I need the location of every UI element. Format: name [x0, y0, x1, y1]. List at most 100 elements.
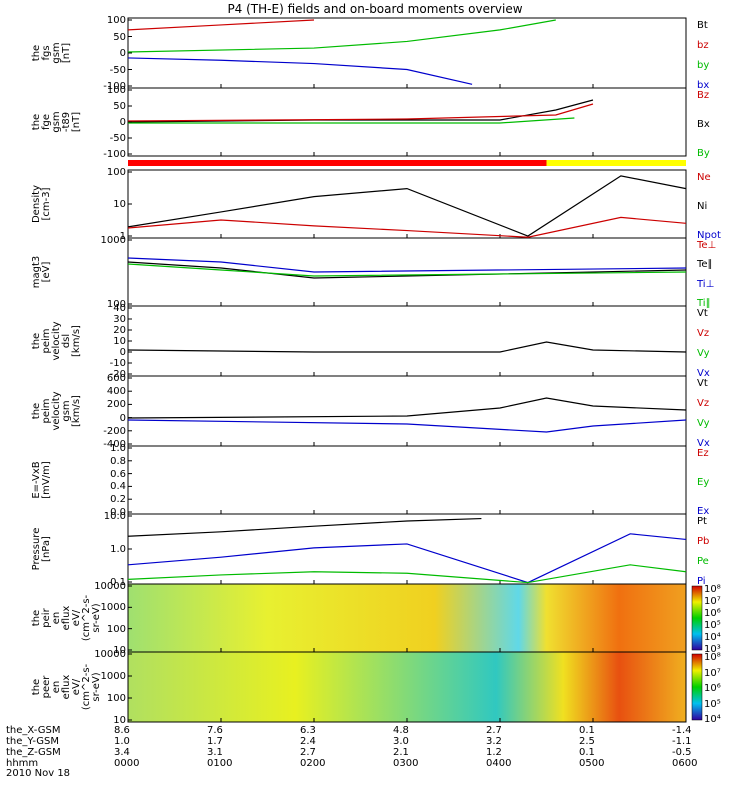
colorbar-label: 10⁴ — [704, 632, 721, 643]
bottom-axis-value: 8.6 — [114, 725, 130, 736]
y-tick-label: 50 — [113, 31, 126, 43]
trace-vel-gsm-vt — [127, 397, 687, 419]
trace-fgs-bz — [127, 19, 315, 31]
mode-bar-fast — [546, 160, 686, 166]
y-axis-label: the peir en eflux eV/ (cm^2-s- sr-eV) — [31, 594, 102, 642]
y-tick-label: 0 — [119, 412, 126, 424]
legend-entry: By — [697, 148, 710, 159]
y-tick-label: 400 — [106, 386, 126, 398]
legend-entry: by — [697, 60, 710, 71]
trace-pressure-pe — [127, 564, 687, 584]
colorbar-label: 10⁷ — [704, 596, 721, 607]
bottom-axis-value: 2.5 — [579, 736, 595, 747]
bottom-axis-value: 1.2 — [486, 747, 502, 758]
bottom-axis-value: 3.0 — [393, 736, 409, 747]
bottom-axis-value: 0500 — [579, 758, 605, 769]
y-tick-label: 100 — [106, 693, 126, 704]
ion-spectrogram-panel-fill — [128, 584, 686, 652]
y-tick-label: 100 — [106, 15, 126, 26]
bottom-axis-value: 0400 — [486, 758, 512, 769]
trace-fge-bz — [127, 103, 594, 122]
legend-entry: Vt — [697, 378, 708, 389]
legend-entry: Te⊥ — [697, 240, 717, 251]
colorbar-label: 10⁵ — [704, 620, 721, 631]
legend-entry: Vy — [697, 418, 710, 429]
bottom-axis-value: 0100 — [207, 758, 233, 769]
bottom-axis-value: -0.5 — [672, 747, 692, 758]
bottom-axis-value: 1.0 — [114, 736, 130, 747]
y-tick-label: 10.0 — [103, 511, 126, 522]
y-tick-label: 10 — [113, 336, 126, 347]
colorbar-label: 10⁶ — [704, 683, 721, 694]
trace-temp-tiperp — [127, 257, 687, 273]
bottom-axis-value: -1.4 — [672, 725, 692, 736]
legend-entry: Vx — [697, 438, 710, 449]
y-tick-label: 0 — [119, 347, 126, 358]
bottom-axis-value: 0600 — [672, 758, 698, 769]
trace-fge-bx — [127, 99, 594, 123]
y-tick-label: 10 — [113, 715, 126, 726]
y-tick-label: 100 — [106, 299, 126, 310]
legend-entry: Te∥ — [697, 259, 713, 271]
legend-entry: Vx — [697, 368, 710, 379]
y-axis-label: Pressure [nPa] — [31, 527, 52, 571]
legend-entry: Ti⊥ — [697, 278, 715, 290]
trace-fge-by — [128, 117, 575, 124]
colorbar-label: 10⁸ — [704, 652, 721, 663]
legend-entry: Pi — [697, 576, 706, 587]
legend-entry: Ex — [697, 506, 710, 517]
y-axis-label: the fge gsm -t89 [nT] — [31, 111, 82, 133]
y-tick-label: 1.0 — [110, 544, 126, 555]
y-tick-label: 30 — [113, 314, 126, 325]
bottom-row-label: the_Y-GSM — [6, 736, 60, 747]
colorbar-label: 10⁷ — [704, 667, 721, 679]
y-axis-label: the peim velocity dsl [km/s] — [31, 321, 82, 361]
legend-entry: Vt — [697, 308, 708, 319]
efield-panel — [127, 445, 687, 515]
trace-vel-dsl-vt — [127, 341, 687, 353]
y-tick-label: 100 — [106, 85, 126, 96]
colorbar-label: 10⁵ — [704, 698, 721, 710]
y-tick-label: 200 — [106, 399, 126, 411]
y-tick-label: -100 — [103, 149, 126, 160]
y-axis-label: the peer en eflux eV/ (cm^2-s- sr-eV) — [31, 663, 102, 711]
y-tick-label: 10 — [113, 645, 126, 656]
fgs-panel — [127, 17, 687, 89]
y-tick-label: 0 — [119, 48, 126, 59]
y-tick-label: 0.0 — [110, 507, 126, 518]
velocity-gsm-panel — [127, 375, 687, 447]
legend-entry: bz — [697, 40, 709, 51]
legend-entry: Ey — [697, 477, 710, 488]
bottom-row-label: hhmm — [6, 758, 39, 769]
bottom-axis-value: 3.4 — [114, 747, 130, 758]
bottom-axis-value: 2.7 — [486, 725, 502, 736]
colorbar-label: 10³ — [704, 644, 721, 655]
bottom-row-label: the_Z-GSM — [6, 747, 61, 758]
trace-fgs-by — [127, 19, 556, 53]
y-axis-label: the peim velocity gsm [km/s] — [31, 391, 82, 431]
y-axis-label: the fgs gsm [nT] — [31, 42, 72, 64]
y-tick-label: 10000 — [94, 581, 126, 592]
bottom-axis-value: 0200 — [300, 758, 326, 769]
legend-entry: bx — [697, 80, 710, 91]
legend-entry: Vz — [697, 398, 710, 409]
y-tick-label: 0 — [119, 117, 126, 128]
bottom-axis-value: 2.7 — [300, 747, 316, 758]
y-tick-label: -50 — [109, 64, 126, 76]
y-tick-label: 50 — [113, 101, 126, 112]
y-tick-label: 0.1 — [110, 577, 126, 588]
y-tick-label: 1.0 — [110, 443, 126, 454]
date-label: 2010 Nov 18 — [6, 768, 71, 779]
y-tick-label: -200 — [103, 425, 126, 437]
y-tick-label: 0.2 — [110, 494, 126, 506]
y-tick-label: 10 — [113, 199, 126, 210]
fge-panel — [127, 87, 687, 157]
bottom-axis-value: 0.1 — [579, 747, 595, 758]
bottom-axis-value: 3.1 — [207, 747, 223, 758]
y-tick-label: 1000 — [100, 671, 126, 682]
y-tick-label: 100 — [106, 167, 126, 178]
bottom-axis-value: 3.2 — [486, 736, 502, 747]
trace-vel-gsm-vx — [127, 419, 687, 433]
y-tick-label: 20 — [113, 325, 126, 336]
